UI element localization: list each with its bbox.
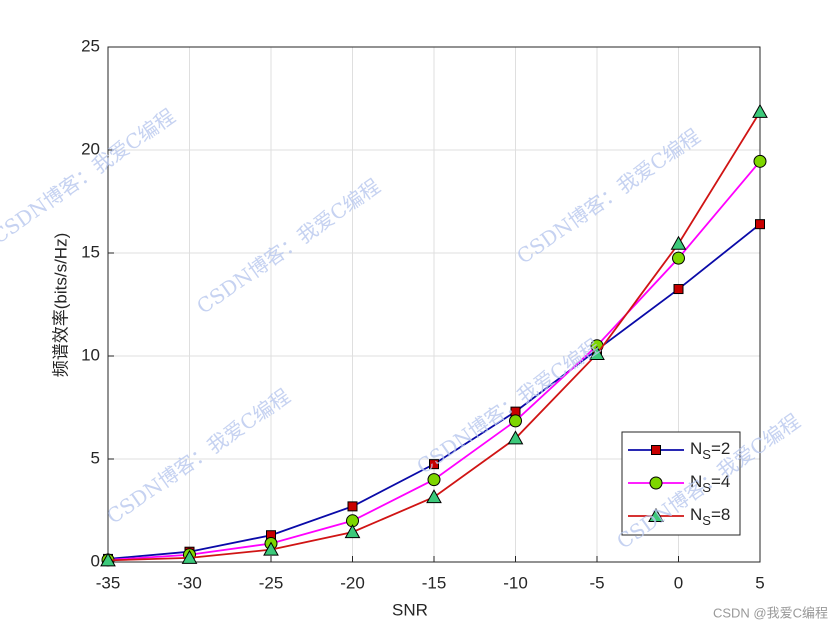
y-tick-label: 25 — [81, 36, 100, 55]
legend-label: NS=2 — [690, 439, 730, 462]
marker — [589, 345, 605, 360]
x-tick-label: 0 — [674, 573, 683, 592]
marker — [181, 549, 198, 564]
marker — [651, 445, 661, 455]
x-tick-label: -20 — [340, 573, 365, 592]
x-tick-label: -15 — [422, 573, 447, 592]
x-tick-label: -10 — [503, 573, 528, 592]
x-tick-label: 5 — [755, 573, 764, 592]
legend-label: NS=8 — [690, 505, 730, 528]
plot-frame — [107, 46, 761, 563]
x-tick-label: -5 — [589, 573, 604, 592]
y-tick-label: 0 — [91, 551, 100, 570]
marker — [344, 524, 361, 539]
x-tick-label: -25 — [259, 573, 284, 592]
y-tick-label: 10 — [81, 345, 100, 364]
marker — [672, 251, 685, 265]
marker — [427, 473, 441, 487]
marker — [670, 235, 687, 250]
x-tick-label: -30 — [177, 573, 202, 592]
marker — [426, 489, 442, 504]
y-tick-label: 15 — [81, 242, 100, 261]
marker — [673, 284, 684, 295]
x-axis-label: SNR — [392, 600, 428, 619]
y-tick-label: 20 — [81, 139, 100, 158]
marker — [347, 501, 358, 512]
legend-label: NS=4 — [690, 472, 730, 495]
marker — [429, 459, 439, 470]
marker — [648, 507, 664, 522]
y-tick-label: 5 — [91, 448, 100, 467]
marker — [509, 414, 522, 428]
marker — [649, 476, 663, 490]
marker — [752, 103, 768, 118]
marker — [507, 430, 524, 445]
marker — [755, 219, 765, 230]
y-axis-label: 频谱效率(bits/s/Hz) — [51, 233, 70, 378]
marker — [263, 541, 279, 556]
marker — [100, 552, 116, 567]
x-tick-label: -35 — [96, 573, 121, 592]
footer: CSDN @我爱C编程 — [713, 605, 828, 620]
marker — [753, 154, 767, 168]
